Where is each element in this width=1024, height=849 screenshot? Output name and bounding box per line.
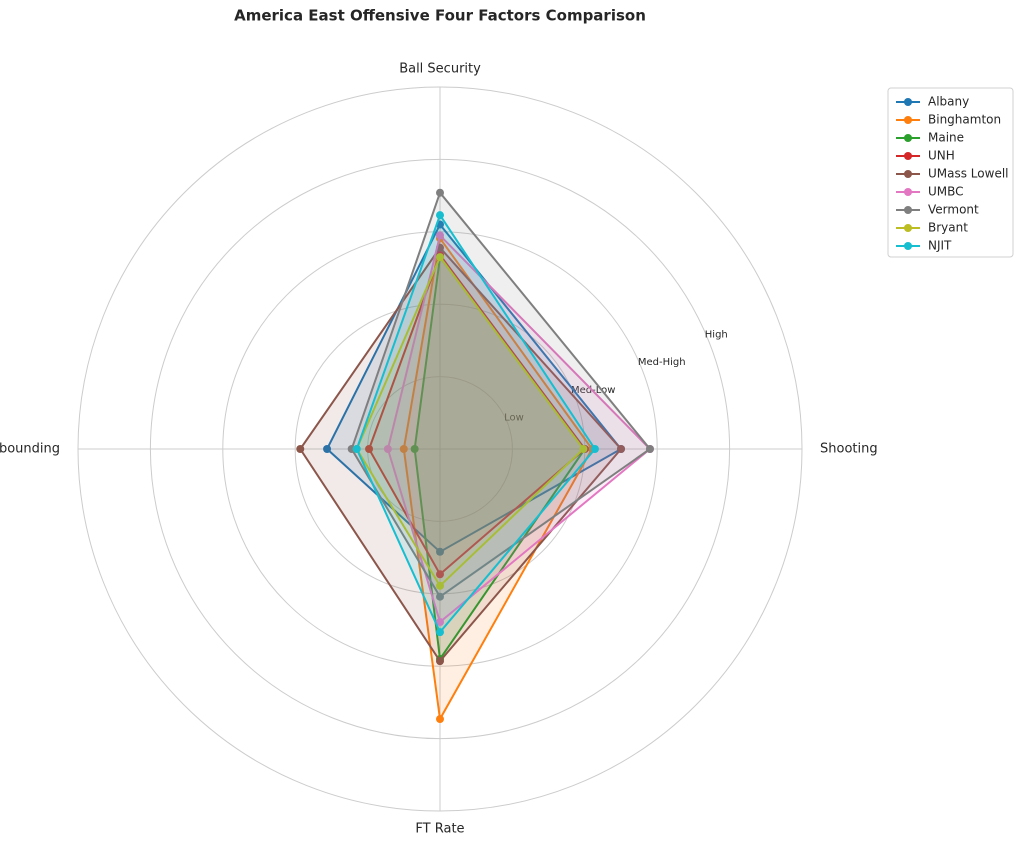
point [436, 592, 444, 601]
legend-label: UMBC [928, 185, 964, 199]
legend-marker [904, 170, 912, 178]
r-tick-label: High [705, 329, 728, 340]
legend-marker [904, 134, 912, 142]
r-tick-label: Med-High [638, 357, 686, 368]
r-tick-label: Low [504, 412, 524, 423]
legend-label: UNH [928, 149, 955, 163]
point [436, 581, 444, 590]
point [590, 445, 599, 453]
legend-marker [904, 224, 912, 232]
point [436, 188, 444, 197]
legend-label: Vermont [928, 203, 979, 217]
point [365, 445, 374, 453]
point [410, 445, 419, 453]
legend-label: Bryant [928, 221, 968, 235]
legend-box [887, 87, 1014, 258]
category-label: Ball Security [399, 62, 481, 77]
point [323, 445, 332, 453]
series-area [351, 192, 650, 597]
legend-label: Maine [928, 131, 964, 145]
point [436, 628, 444, 637]
chart-title: America East Offensive Four Factors Comp… [234, 7, 646, 25]
legend-label: UMass Lowell [928, 167, 1009, 181]
category-label: Shooting [820, 442, 878, 457]
category-label: FT Rate [415, 822, 464, 837]
category-label: Off Rebounding [0, 442, 60, 457]
series-area [387, 235, 650, 623]
point [436, 618, 444, 627]
point [617, 445, 625, 453]
point [436, 570, 444, 579]
point [436, 715, 444, 724]
point [436, 657, 444, 666]
point [436, 253, 444, 262]
point [645, 445, 654, 453]
series-area [356, 257, 584, 586]
point [383, 445, 392, 453]
point [436, 547, 444, 556]
legend-marker [904, 206, 912, 214]
series-area [403, 238, 593, 720]
legend-label: Albany [928, 95, 969, 109]
series-area [300, 247, 621, 662]
point [296, 445, 305, 453]
legend-marker [904, 98, 912, 106]
legend-marker [904, 188, 912, 196]
point [352, 445, 361, 453]
point [579, 445, 588, 453]
point [436, 231, 444, 240]
legend-marker [904, 152, 912, 160]
legend-marker [904, 116, 912, 124]
series-area [356, 215, 595, 633]
legend-label: Binghamton [928, 113, 1001, 127]
legend-marker [904, 242, 912, 250]
point [436, 211, 444, 220]
point [399, 445, 408, 453]
legend-label: NJIT [928, 239, 952, 253]
